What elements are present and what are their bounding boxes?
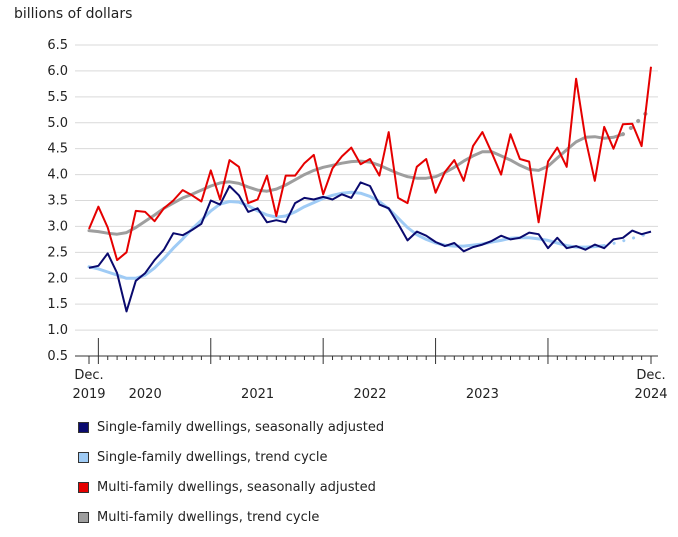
x-tick-label: 2023 (466, 387, 499, 400)
legend-label: Multi-family dwellings, trend cycle (97, 509, 320, 525)
legend-swatch-multi-sa (78, 481, 89, 493)
legend-swatch-multi-trend (78, 511, 89, 523)
y-tick-label: 0.5 (47, 349, 68, 364)
legend-swatch-single-sa (78, 421, 89, 433)
y-tick-label: 5.0 (47, 116, 68, 131)
y-tick-label: 4.5 (47, 142, 68, 157)
legend-item: Multi-family dwellings, trend cycle (78, 502, 384, 532)
y-tick-label: 6.5 (47, 38, 68, 53)
series-line-multi-trend (87, 132, 625, 236)
legend-label: Multi-family dwellings, seasonally adjus… (97, 479, 376, 495)
legend-label: Single-family dwellings, seasonally adju… (97, 419, 385, 435)
series-line-single-trend-projected (602, 231, 653, 248)
y-tick-label: 1.5 (47, 297, 68, 312)
x-tick-label: 2020 (129, 387, 162, 400)
y-tick-label: 6.0 (47, 64, 68, 79)
line-chart: 0.5 1.0 1.5 2.0 2.5 3.0 3.5 4.0 4.5 5.0 5.5 6.0 6.5 D… (47, 38, 667, 400)
y-tick-label: 2.5 (47, 245, 68, 260)
y-tick-label: 2.0 (47, 271, 68, 286)
legend-swatch-single-trend (78, 451, 89, 463)
series-line-multi-trend-projected (620, 106, 653, 137)
y-tick-label: 5.5 (47, 90, 68, 105)
series-line-single-sa (88, 181, 652, 313)
x-tick-label: 2019 (72, 387, 105, 400)
x-tick-label: Dec. (636, 368, 665, 383)
y-tick-label: 4.0 (47, 168, 68, 183)
series-line-multi-sa (88, 66, 652, 262)
x-tick-label: 2024 (634, 387, 667, 400)
x-tick-label: Dec. (74, 368, 103, 383)
y-axis-title: billions of dollars (14, 6, 133, 22)
legend-label: Single-family dwellings, trend cycle (97, 449, 328, 465)
x-tick-label: 2021 (241, 387, 274, 400)
legend-item: Multi-family dwellings, seasonally adjus… (78, 472, 384, 502)
legend-item: Single-family dwellings, trend cycle (78, 442, 384, 472)
y-tick-label: 1.0 (47, 323, 68, 338)
legend-item: Single-family dwellings, seasonally adju… (78, 412, 384, 442)
y-tick-label: 3.0 (47, 219, 68, 234)
x-tick-label: 2022 (353, 387, 386, 400)
y-tick-label: 3.5 (47, 194, 68, 209)
legend: Single-family dwellings, seasonally adju… (78, 412, 384, 532)
